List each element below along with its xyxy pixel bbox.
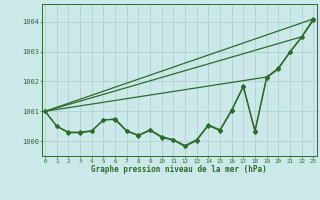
- X-axis label: Graphe pression niveau de la mer (hPa): Graphe pression niveau de la mer (hPa): [91, 165, 267, 174]
